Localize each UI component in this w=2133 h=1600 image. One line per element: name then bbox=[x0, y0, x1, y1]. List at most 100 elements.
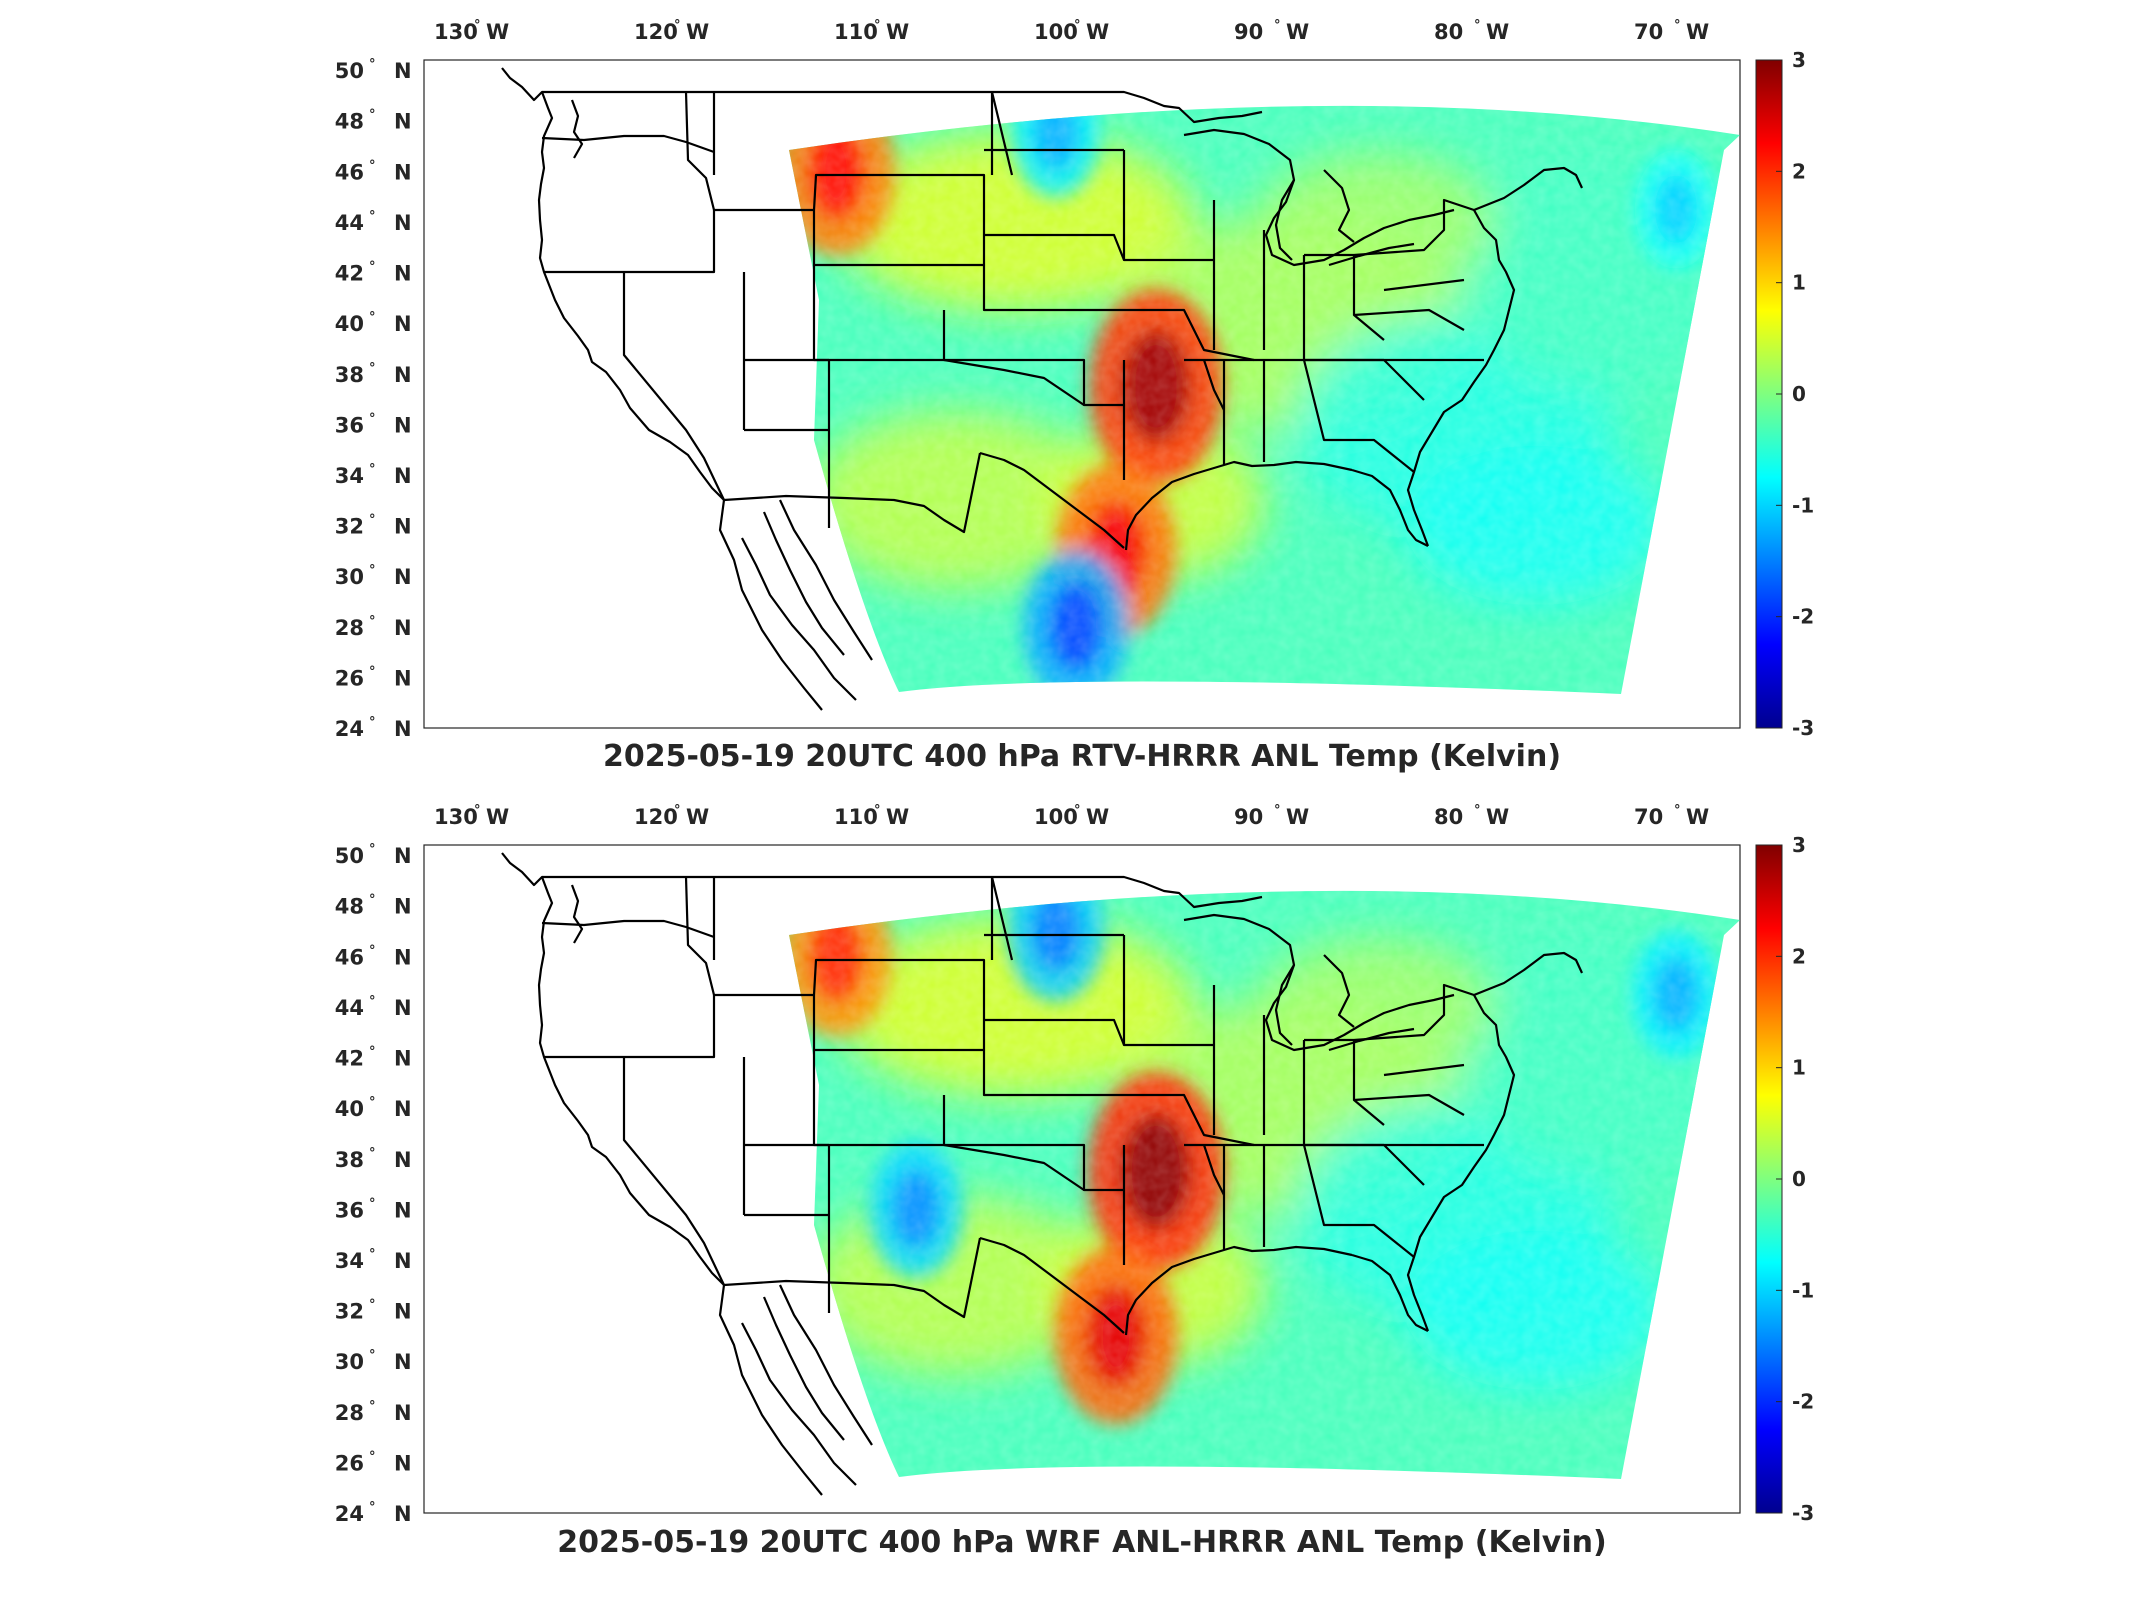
lon-label: 90 bbox=[1234, 805, 1263, 829]
lat-hemisphere: N bbox=[394, 1350, 412, 1374]
lon-hemisphere: W bbox=[486, 20, 509, 44]
lon-label: 110 bbox=[834, 805, 878, 829]
lon-hemisphere: W bbox=[1486, 20, 1509, 44]
panel-title: 2025-05-19 20UTC 400 hPa WRF ANL-HRRR AN… bbox=[557, 1525, 1606, 1560]
degree-mark: ° bbox=[369, 462, 376, 477]
lat-hemisphere: N bbox=[394, 996, 412, 1020]
lat-hemisphere: N bbox=[394, 616, 412, 640]
lat-hemisphere: N bbox=[394, 59, 412, 83]
lat-hemisphere: N bbox=[394, 844, 412, 868]
degree-mark: ° bbox=[1474, 18, 1481, 33]
lat-hemisphere: N bbox=[394, 211, 412, 235]
lat-hemisphere: N bbox=[394, 1401, 412, 1425]
degree-mark: ° bbox=[1074, 18, 1081, 33]
lon-hemisphere: W bbox=[1286, 805, 1309, 829]
lat-label: 50 bbox=[335, 59, 364, 83]
lon-hemisphere: W bbox=[1086, 805, 1109, 829]
colorbar-tick-label: 0 bbox=[1792, 1167, 1806, 1191]
lat-hemisphere: N bbox=[394, 413, 412, 437]
lat-label: 42 bbox=[335, 262, 364, 286]
lat-hemisphere: N bbox=[394, 312, 412, 336]
lat-hemisphere: N bbox=[394, 160, 412, 184]
lat-hemisphere: N bbox=[394, 717, 412, 741]
lon-label: 120 bbox=[634, 805, 678, 829]
degree-mark: ° bbox=[1074, 803, 1081, 818]
degree-mark: ° bbox=[369, 361, 376, 376]
degree-mark: ° bbox=[1274, 803, 1281, 818]
lat-hemisphere: N bbox=[394, 1249, 412, 1273]
degree-mark: ° bbox=[369, 1146, 376, 1161]
lon-hemisphere: W bbox=[1286, 20, 1309, 44]
temperature-field bbox=[500, 851, 1740, 1497]
lat-hemisphere: N bbox=[394, 1451, 412, 1475]
lat-hemisphere: N bbox=[394, 1148, 412, 1172]
degree-mark: ° bbox=[1474, 803, 1481, 818]
lat-label: 34 bbox=[335, 464, 364, 488]
degree-mark: ° bbox=[369, 563, 376, 578]
lat-label: 24 bbox=[335, 1502, 364, 1526]
lat-label: 28 bbox=[335, 616, 364, 640]
lat-label: 26 bbox=[335, 1451, 364, 1475]
degree-mark: ° bbox=[369, 943, 376, 958]
colorbar-tick-label: 1 bbox=[1792, 1056, 1806, 1080]
lat-label: 46 bbox=[335, 945, 364, 969]
lat-label: 24 bbox=[335, 717, 364, 741]
colorbar-tick-label: -1 bbox=[1792, 1278, 1814, 1302]
lon-label: 130 bbox=[434, 20, 478, 44]
lat-hemisphere: N bbox=[394, 363, 412, 387]
degree-mark: ° bbox=[1274, 18, 1281, 33]
lon-hemisphere: W bbox=[1686, 20, 1709, 44]
degree-mark: ° bbox=[474, 18, 481, 33]
degree-mark: ° bbox=[874, 803, 881, 818]
lat-hemisphere: N bbox=[394, 666, 412, 690]
lat-hemisphere: N bbox=[394, 464, 412, 488]
degree-mark: ° bbox=[369, 893, 376, 908]
degree-mark: ° bbox=[1674, 803, 1681, 818]
colorbar-tick-label: -3 bbox=[1792, 716, 1814, 740]
degree-mark: ° bbox=[369, 994, 376, 1009]
degree-mark: ° bbox=[369, 842, 376, 857]
lon-label: 100 bbox=[1034, 20, 1078, 44]
lat-hemisphere: N bbox=[394, 1300, 412, 1324]
colorbar-tick-label: 2 bbox=[1792, 159, 1806, 183]
colorbar-tick-label: -1 bbox=[1792, 493, 1814, 517]
colorbar-tick-label: 2 bbox=[1792, 944, 1806, 968]
lon-label: 80 bbox=[1434, 20, 1463, 44]
colorbar-tick-label: 0 bbox=[1792, 382, 1806, 406]
lon-hemisphere: W bbox=[1686, 805, 1709, 829]
map-panel-wrf: 130° W 120° W 110° W 100° W 90 ° W 80 ° W 70 ° W50 ° N48 ° N… bbox=[335, 803, 1814, 1560]
lat-hemisphere: N bbox=[394, 945, 412, 969]
lon-hemisphere: W bbox=[886, 20, 909, 44]
colorbar-tick-label: -3 bbox=[1792, 1501, 1814, 1525]
degree-mark: ° bbox=[674, 803, 681, 818]
lon-label: 100 bbox=[1034, 805, 1078, 829]
lon-label: 110 bbox=[834, 20, 878, 44]
lon-hemisphere: W bbox=[486, 805, 509, 829]
degree-mark: ° bbox=[369, 411, 376, 426]
lon-label: 70 bbox=[1634, 805, 1663, 829]
lat-hemisphere: N bbox=[394, 1502, 412, 1526]
degree-mark: ° bbox=[369, 1247, 376, 1262]
lat-hemisphere: N bbox=[394, 565, 412, 589]
degree-mark: ° bbox=[369, 1399, 376, 1414]
lat-label: 48 bbox=[335, 895, 364, 919]
lat-label: 40 bbox=[335, 1097, 364, 1121]
degree-mark: ° bbox=[674, 18, 681, 33]
lat-hemisphere: N bbox=[394, 1097, 412, 1121]
degree-mark: ° bbox=[369, 1045, 376, 1060]
lon-label: 70 bbox=[1634, 20, 1663, 44]
colorbar: 3 2 1 0 -1 -2 -3 bbox=[1755, 833, 1814, 1525]
colorbar-tick-label: 3 bbox=[1792, 48, 1806, 72]
lat-label: 44 bbox=[335, 996, 364, 1020]
colorbar: 3 2 1 0 -1 -2 -3 bbox=[1755, 48, 1814, 740]
lat-label: 34 bbox=[335, 1249, 364, 1273]
lat-label: 28 bbox=[335, 1401, 364, 1425]
degree-mark: ° bbox=[369, 260, 376, 275]
degree-mark: ° bbox=[369, 513, 376, 528]
lon-label: 80 bbox=[1434, 805, 1463, 829]
colorbar-tick-label: 3 bbox=[1792, 833, 1806, 857]
lon-label: 130 bbox=[434, 805, 478, 829]
lat-hemisphere: N bbox=[394, 515, 412, 539]
lat-label: 36 bbox=[335, 413, 364, 437]
